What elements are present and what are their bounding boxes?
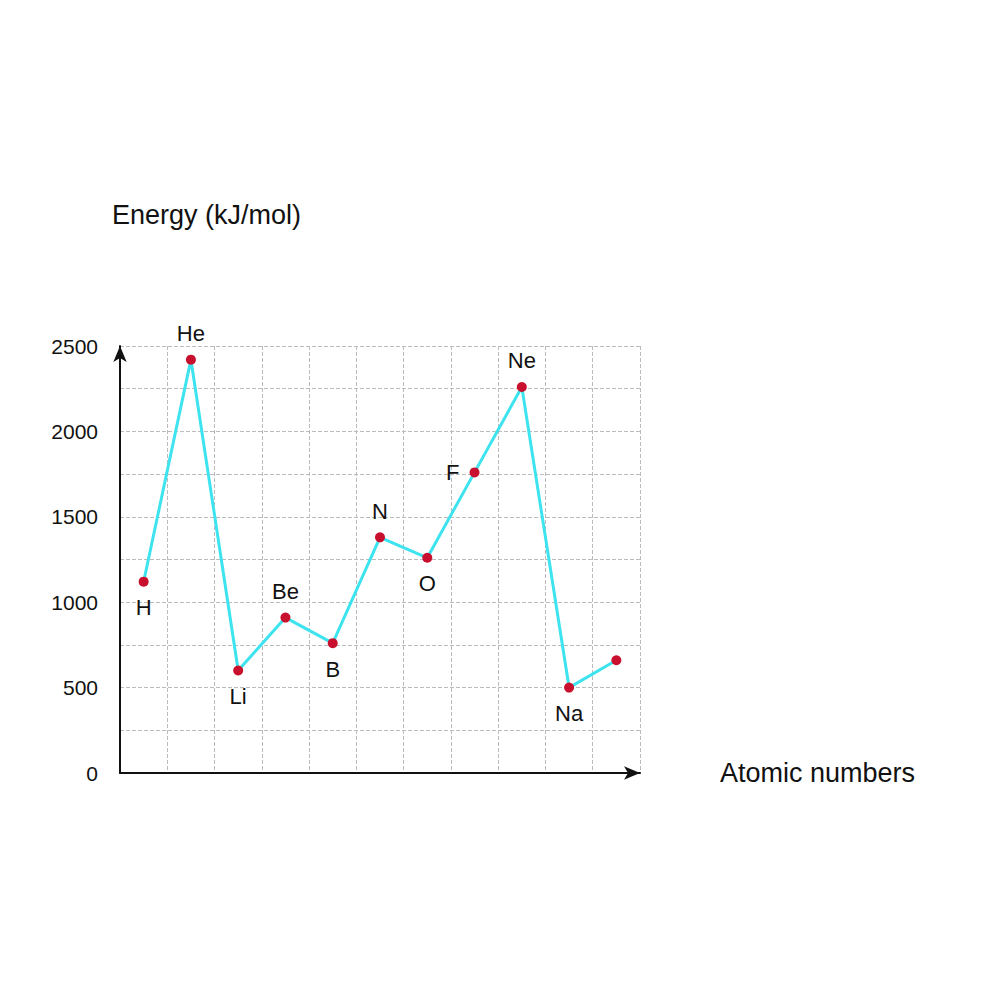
svg-text:2500: 2500	[51, 335, 98, 358]
svg-text:F: F	[446, 460, 459, 485]
svg-text:H: H	[136, 595, 152, 620]
svg-text:Energy (kJ/mol): Energy (kJ/mol)	[112, 200, 301, 230]
svg-text:1500: 1500	[51, 505, 98, 528]
svg-text:1000: 1000	[51, 591, 98, 614]
svg-text:Atomic numbers: Atomic numbers	[720, 758, 915, 788]
svg-text:He: He	[177, 321, 205, 346]
svg-text:2000: 2000	[51, 420, 98, 443]
svg-text:Be: Be	[272, 579, 299, 604]
svg-text:B: B	[325, 657, 340, 682]
svg-text:0: 0	[86, 762, 98, 785]
svg-text:O: O	[419, 571, 436, 596]
svg-text:Li: Li	[230, 684, 247, 709]
svg-text:Ne: Ne	[508, 348, 536, 373]
svg-text:500: 500	[63, 676, 98, 699]
svg-text:N: N	[372, 499, 388, 524]
svg-text:Na: Na	[555, 701, 584, 726]
